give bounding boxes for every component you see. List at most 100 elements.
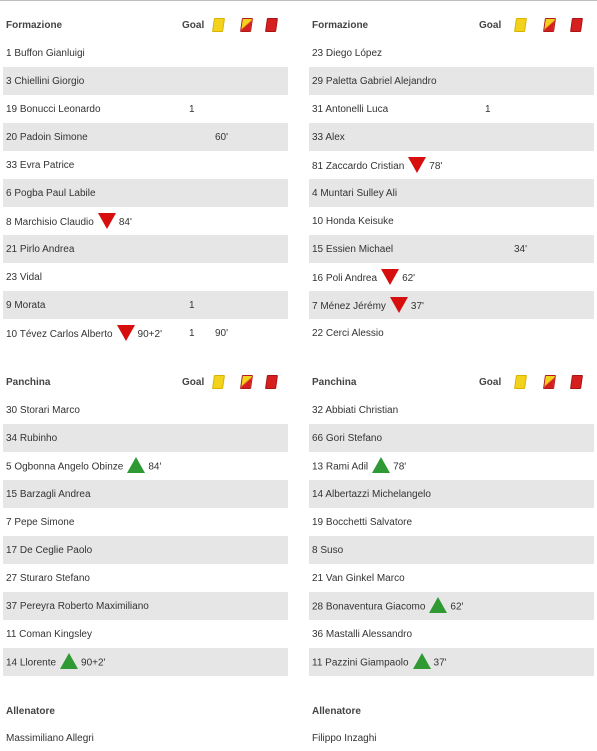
player-name: 5 Ogbonna Angelo Obinze (6, 461, 124, 473)
sub-out-arrow-icon (381, 269, 400, 285)
player-name-cell: 9 Morata (6, 300, 45, 311)
player-name: 14 Albertazzi Michelangelo (312, 489, 431, 500)
player-name-cell: 1 Buffon Gianluigi (6, 48, 85, 59)
player-name: 7 Ménez Jérémy (312, 301, 386, 313)
lineup-player-row: 21 Pirlo Andrea (3, 235, 288, 263)
substitution-minute: 90+2' (137, 329, 162, 341)
sub-in-arrow-icon (429, 597, 448, 613)
player-name-cell: 36 Mastalli Alessandro (312, 629, 412, 640)
section-spacer (309, 676, 594, 697)
sub-in-arrow-icon (60, 653, 79, 669)
player-name: 30 Storari Marco (6, 405, 80, 416)
bench-player-row: 14 Llorente 90+2' (3, 648, 288, 676)
substitution-minute: 84' (148, 461, 162, 473)
player-name: 10 Tévez Carlos Alberto (6, 329, 113, 341)
sub-in-arrow-icon (127, 457, 146, 473)
player-name: 20 Padoin Simone (6, 132, 88, 143)
yellow-card-icon (514, 375, 527, 389)
player-name: 11 Pazzini Giampaolo (312, 657, 409, 669)
player-name-cell: 16 Poli Andrea 62' (312, 269, 415, 285)
player-name-cell: 10 Tévez Carlos Alberto 90+2' (6, 325, 162, 341)
lineup-player-row: 7 Ménez Jérémy 37' (309, 291, 594, 319)
sub-out-arrow-icon (97, 213, 116, 229)
yellow-card-icon (514, 18, 527, 32)
player-name-cell: 11 Coman Kingsley (6, 629, 92, 640)
player-name: 17 De Ceglie Paolo (6, 545, 93, 556)
sub-out-arrow-icon (389, 297, 408, 313)
player-name: 23 Diego López (312, 48, 383, 59)
player-name-cell: 4 Muntari Sulley Ali (312, 188, 397, 199)
lineup-player-row: 10 Honda Keisuke (309, 207, 594, 235)
goal-count: 1 (485, 104, 491, 115)
section-title: Panchina (6, 377, 51, 388)
player-name: 32 Abbiati Christian (312, 405, 399, 416)
bench-player-row: 27 Sturaro Stefano (3, 564, 288, 592)
yellow-card-icon (212, 375, 225, 389)
player-name-cell: 20 Padoin Simone (6, 132, 88, 143)
lineup-player-row: 33 Evra Patrice (3, 151, 288, 179)
bench-player-row: 66 Gori Stefano (309, 424, 594, 452)
player-name-cell: 33 Evra Patrice (6, 160, 74, 171)
player-name-cell: 30 Storari Marco (6, 405, 80, 416)
player-name-cell: 22 Cerci Alessio (312, 328, 384, 339)
bench-player-row: 8 Suso (309, 536, 594, 564)
second-yellow-card-icon (543, 18, 556, 32)
player-name: 4 Muntari Sulley Ali (312, 188, 398, 199)
bench-player-row: 17 De Ceglie Paolo (3, 536, 288, 564)
player-name-cell: 31 Antonelli Luca (312, 104, 388, 115)
player-name-cell: 21 Van Ginkel Marco (312, 573, 405, 584)
player-name: 3 Chiellini Giorgio (6, 76, 85, 87)
player-name-cell: 15 Barzagli Andrea (6, 489, 91, 500)
player-name-cell: 5 Ogbonna Angelo Obinze 84' (6, 457, 162, 473)
bench-player-row: 28 Bonaventura Giacomo 62' (309, 592, 594, 620)
sub-out-arrow-icon (116, 325, 135, 341)
player-name-cell: 14 Llorente 90+2' (6, 653, 105, 669)
substitution-minute: 78' (393, 461, 407, 473)
player-name: 37 Pereyra Roberto Maximiliano (6, 601, 149, 612)
red-card-icon (570, 375, 583, 389)
coach-header: Allenatore (309, 697, 594, 725)
lineup-player-row: 33 Alex (309, 123, 594, 151)
player-name-cell: 3 Chiellini Giorgio (6, 76, 84, 87)
player-name-cell: 11 Pazzini Giampaolo 37' (312, 653, 447, 669)
lineup-player-row: 22 Cerci Alessio (309, 319, 594, 347)
lineup-player-row: 10 Tévez Carlos Alberto 90+2' 1 90' (3, 319, 288, 347)
lineup-player-row: 6 Pogba Paul Labile (3, 179, 288, 207)
section-title: Formazione (312, 20, 369, 31)
bench-player-row: 14 Albertazzi Michelangelo (309, 480, 594, 508)
lineup-player-row: 20 Padoin Simone 60' (3, 123, 288, 151)
goal-count: 1 (189, 328, 195, 339)
lineup-player-row: 29 Paletta Gabriel Alejandro (309, 67, 594, 95)
player-name-cell: 15 Essien Michael (312, 244, 393, 255)
yellow-card-icon (212, 18, 225, 32)
player-name: 1 Buffon Gianluigi (6, 48, 85, 59)
bench-player-row: 37 Pereyra Roberto Maximiliano (3, 592, 288, 620)
lineup-player-row: 4 Muntari Sulley Ali (309, 179, 594, 207)
player-name: 15 Essien Michael (312, 244, 394, 255)
card-minute: 34' (514, 244, 528, 255)
section-title: Allenatore (6, 706, 55, 717)
player-name: 15 Barzagli Andrea (6, 489, 91, 500)
bench-player-row: 21 Van Ginkel Marco (309, 564, 594, 592)
player-name: 23 Vidal (6, 272, 42, 283)
coach-row: Filippo Inzaghi (309, 725, 594, 751)
red-card-icon (265, 375, 278, 389)
second-yellow-card-icon (543, 375, 556, 389)
player-name-cell: 34 Rubinho (6, 433, 57, 444)
goal-column-label: Goal (479, 20, 502, 31)
section-title: Panchina (312, 377, 357, 388)
section-spacer (3, 676, 288, 697)
sub-out-arrow-icon (408, 157, 427, 173)
player-name: 28 Bonaventura Giacomo (312, 601, 426, 613)
lineup-header: Formazione Goal (3, 11, 288, 39)
player-name-cell: 14 Albertazzi Michelangelo (312, 489, 431, 500)
player-name-cell: 8 Suso (312, 545, 343, 556)
lineup-player-row: 23 Vidal (3, 263, 288, 291)
second-yellow-card-icon (240, 375, 253, 389)
bench-player-row: 34 Rubinho (3, 424, 288, 452)
player-name-cell: 6 Pogba Paul Labile (6, 188, 96, 199)
substitution-minute: 62' (450, 601, 464, 613)
bench-player-row: 11 Coman Kingsley (3, 620, 288, 648)
player-name-cell: 7 Pepe Simone (6, 517, 74, 528)
bench-player-row: 30 Storari Marco (3, 396, 288, 424)
